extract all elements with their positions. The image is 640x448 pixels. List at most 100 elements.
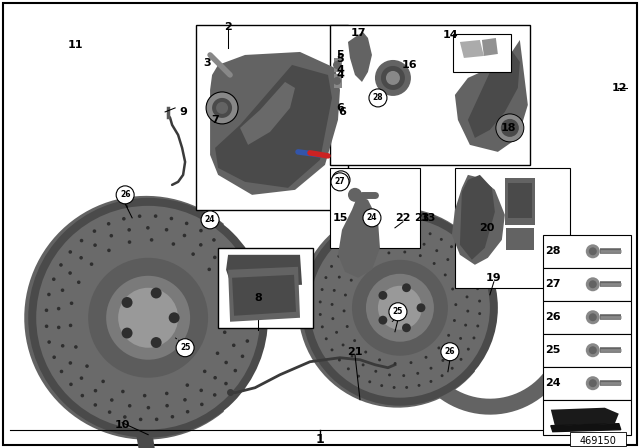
Bar bbox=[543, 334, 631, 367]
Circle shape bbox=[467, 310, 469, 313]
Text: 3: 3 bbox=[204, 58, 211, 68]
Circle shape bbox=[165, 392, 168, 395]
Circle shape bbox=[143, 394, 147, 397]
Circle shape bbox=[357, 375, 360, 378]
Text: 26: 26 bbox=[545, 312, 561, 322]
Text: 19: 19 bbox=[486, 273, 502, 283]
Text: 27: 27 bbox=[335, 177, 346, 186]
Circle shape bbox=[57, 307, 60, 310]
Circle shape bbox=[375, 60, 411, 96]
Circle shape bbox=[165, 404, 169, 408]
Polygon shape bbox=[505, 178, 535, 225]
Circle shape bbox=[586, 376, 600, 390]
Circle shape bbox=[462, 282, 465, 284]
Circle shape bbox=[127, 228, 131, 232]
Circle shape bbox=[310, 218, 490, 398]
Circle shape bbox=[186, 383, 189, 387]
Circle shape bbox=[224, 382, 228, 385]
Circle shape bbox=[68, 361, 72, 365]
Bar bbox=[330, 168, 420, 248]
Circle shape bbox=[451, 288, 454, 290]
Circle shape bbox=[437, 346, 440, 349]
Circle shape bbox=[465, 295, 468, 298]
Circle shape bbox=[246, 339, 249, 343]
Circle shape bbox=[74, 345, 77, 349]
Circle shape bbox=[150, 288, 162, 298]
Circle shape bbox=[381, 66, 405, 90]
Circle shape bbox=[501, 119, 519, 137]
Circle shape bbox=[183, 398, 187, 401]
Circle shape bbox=[440, 238, 443, 241]
Circle shape bbox=[128, 240, 131, 244]
Circle shape bbox=[128, 404, 131, 408]
Circle shape bbox=[366, 274, 434, 342]
Polygon shape bbox=[226, 255, 302, 288]
Bar bbox=[543, 400, 631, 435]
Circle shape bbox=[360, 266, 362, 269]
Circle shape bbox=[453, 319, 456, 322]
Circle shape bbox=[45, 309, 48, 312]
Text: 27: 27 bbox=[545, 279, 561, 289]
Circle shape bbox=[122, 297, 132, 308]
Bar bbox=[543, 301, 631, 334]
Circle shape bbox=[85, 364, 89, 368]
Circle shape bbox=[416, 372, 419, 375]
Circle shape bbox=[417, 303, 426, 312]
Circle shape bbox=[378, 291, 387, 300]
Circle shape bbox=[464, 323, 467, 327]
Circle shape bbox=[155, 418, 159, 421]
Circle shape bbox=[232, 288, 236, 292]
Circle shape bbox=[335, 331, 338, 334]
Circle shape bbox=[172, 242, 175, 246]
Circle shape bbox=[69, 383, 73, 386]
Polygon shape bbox=[482, 38, 498, 56]
Circle shape bbox=[146, 226, 150, 230]
Circle shape bbox=[589, 280, 596, 288]
Circle shape bbox=[118, 288, 178, 348]
Text: 25: 25 bbox=[545, 345, 561, 355]
Circle shape bbox=[410, 361, 412, 364]
Circle shape bbox=[478, 312, 481, 315]
Circle shape bbox=[380, 228, 382, 232]
Circle shape bbox=[586, 244, 600, 258]
Circle shape bbox=[332, 317, 334, 320]
Circle shape bbox=[150, 238, 154, 241]
Circle shape bbox=[589, 313, 596, 321]
Circle shape bbox=[77, 280, 81, 284]
Circle shape bbox=[324, 337, 328, 340]
Circle shape bbox=[429, 232, 431, 235]
Circle shape bbox=[52, 277, 56, 281]
Circle shape bbox=[417, 228, 420, 232]
Text: 13: 13 bbox=[420, 213, 436, 223]
Circle shape bbox=[442, 359, 444, 362]
Circle shape bbox=[319, 301, 322, 303]
Circle shape bbox=[586, 310, 600, 324]
Circle shape bbox=[206, 92, 238, 124]
Circle shape bbox=[381, 241, 383, 244]
Circle shape bbox=[81, 394, 84, 397]
Circle shape bbox=[121, 390, 125, 393]
Polygon shape bbox=[348, 32, 372, 82]
Polygon shape bbox=[460, 40, 484, 58]
Circle shape bbox=[216, 351, 220, 355]
Circle shape bbox=[346, 264, 348, 267]
Circle shape bbox=[589, 346, 596, 354]
Circle shape bbox=[409, 239, 412, 242]
Circle shape bbox=[476, 287, 479, 290]
Polygon shape bbox=[551, 424, 621, 432]
Circle shape bbox=[367, 246, 371, 249]
Text: 10: 10 bbox=[115, 420, 130, 430]
Text: 5: 5 bbox=[336, 54, 344, 64]
Circle shape bbox=[60, 370, 63, 373]
Circle shape bbox=[139, 418, 143, 421]
Circle shape bbox=[68, 250, 72, 254]
Circle shape bbox=[319, 313, 322, 316]
Text: 26: 26 bbox=[120, 190, 131, 199]
Circle shape bbox=[387, 251, 390, 254]
Circle shape bbox=[80, 239, 83, 242]
Polygon shape bbox=[215, 65, 332, 188]
Circle shape bbox=[353, 339, 356, 342]
Circle shape bbox=[68, 323, 72, 327]
Circle shape bbox=[88, 258, 208, 378]
Circle shape bbox=[199, 229, 203, 233]
